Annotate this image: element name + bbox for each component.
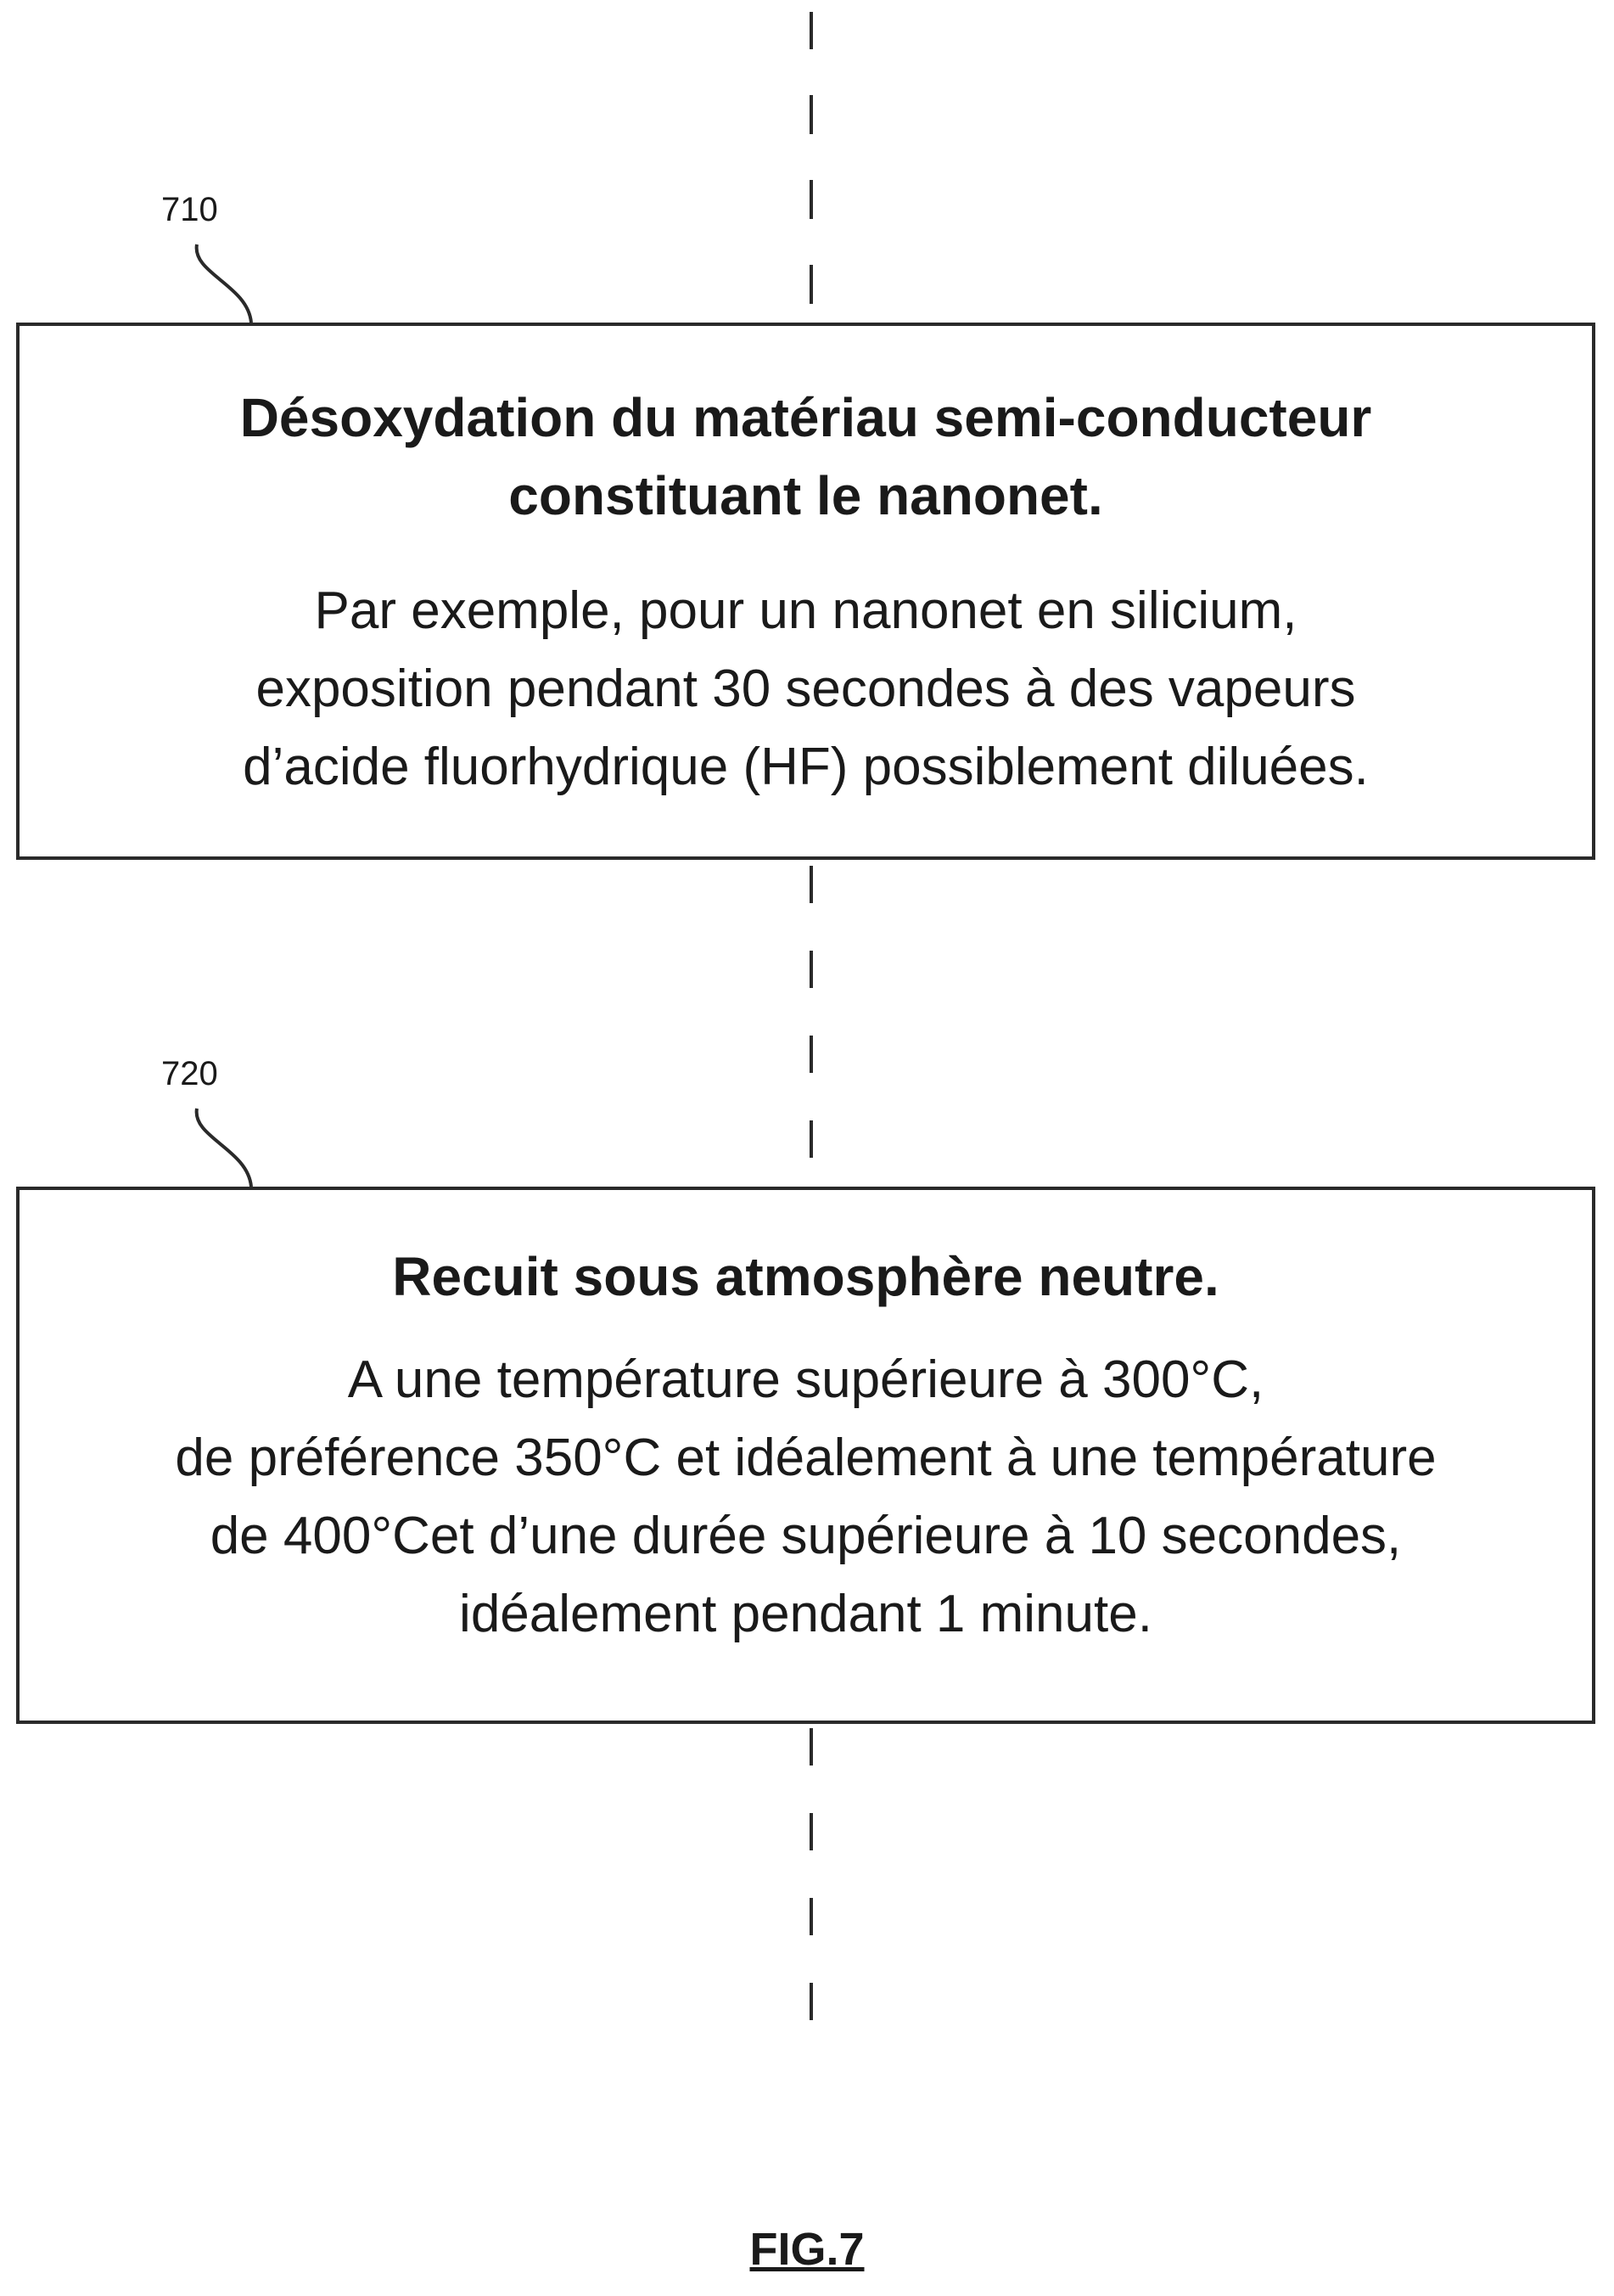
description-line: d’acide fluorhydrique (HF) possiblement … [20, 728, 1592, 806]
title-line: Désoxydation du matériau semi-conducteur [20, 379, 1592, 457]
ref-leader-720 [197, 1109, 251, 1187]
step-box-720: Recuit sous atmosphère neutre. A une tem… [16, 1187, 1595, 1724]
step-title: Désoxydation du matériau semi-conducteur… [20, 379, 1592, 535]
description-line: idéalement pendant 1 minute. [20, 1575, 1592, 1653]
ref-leader-710 [197, 244, 251, 323]
title-line: Recuit sous atmosphère neutre. [20, 1238, 1592, 1316]
description-line: Par exemple, pour un nanonet en silicium… [20, 572, 1592, 650]
step-title: Recuit sous atmosphère neutre. [20, 1238, 1592, 1316]
description-line: de 400°Cet d’une durée supérieure à 10 s… [20, 1497, 1592, 1575]
title-line: constituant le nanonet. [20, 457, 1592, 535]
description-line: A une température supérieure à 300°C, [20, 1341, 1592, 1419]
ref-label-710: 710 [161, 193, 218, 227]
description-line: exposition pendant 30 secondes à des vap… [20, 650, 1592, 728]
figure-label: FIG.7 [0, 2226, 1614, 2273]
ref-label-720: 720 [161, 1057, 218, 1091]
step-description: Par exemple, pour un nanonet en silicium… [20, 572, 1592, 806]
step-description: A une température supérieure à 300°C, de… [20, 1341, 1592, 1653]
step-box-710: Désoxydation du matériau semi-conducteur… [16, 323, 1595, 860]
description-line: de préférence 350°C et idéalement à une … [20, 1419, 1592, 1497]
